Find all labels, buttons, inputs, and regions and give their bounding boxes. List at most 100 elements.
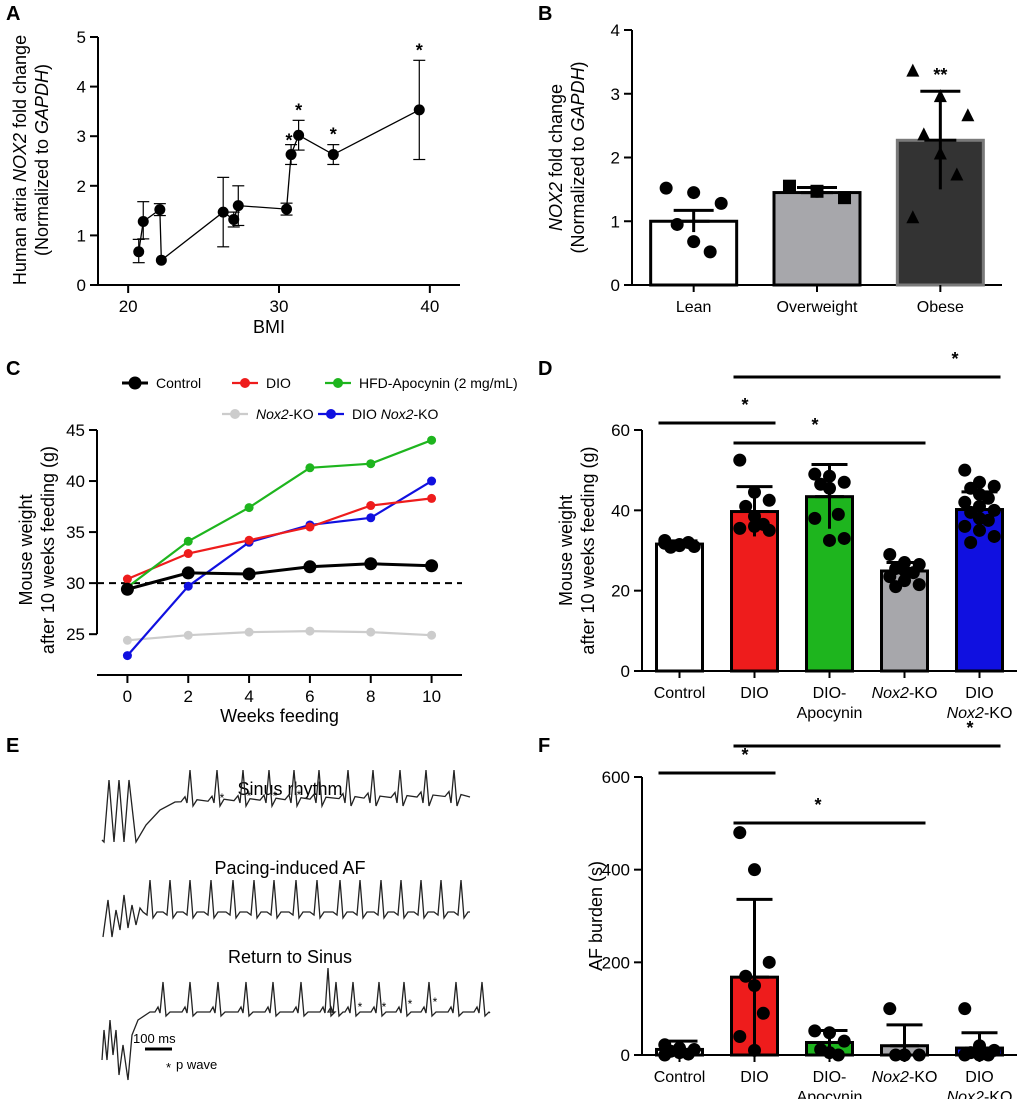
ecg-title-sinus-rhythm: Sinus rhythm	[237, 779, 342, 799]
panel-c-y-tick-label: 30	[66, 574, 85, 593]
panel-c-point-hfd-apocynin-2-mg-ml	[305, 463, 315, 473]
panel-d-y-tick-label: 60	[611, 421, 630, 440]
panel-a-data-point	[228, 214, 240, 226]
panel-c-point-dio	[244, 535, 254, 545]
panel-c-point-hfd-apocynin-2-mg-ml	[183, 536, 193, 546]
panel-d-x-tick-label-dio: DIO	[740, 685, 768, 702]
panel-b-y-axis-label-line-1: NOX2 fold change	[546, 84, 566, 231]
panel-a-x-axis-label: BMI	[253, 317, 285, 337]
panel-d-data-point	[837, 475, 851, 489]
panel-c-x-tick-label: 10	[422, 687, 441, 706]
panel-b-data-point	[906, 63, 920, 77]
panel-f-x-tick-label-dio-nox2-ko-line-1: DIO	[965, 1069, 993, 1086]
panel-letter-d: D	[538, 358, 552, 380]
panel-f-data-point	[981, 1048, 995, 1062]
panel-a-connecting-line	[138, 109, 420, 262]
panel-a-y-axis-label: Human atria NOX2 fold change(Normalized …	[10, 35, 52, 285]
panel-b-data-point	[906, 210, 920, 224]
panel-d-bar-control	[655, 542, 704, 673]
panel-f-x-tick-label-nox2-ko: Nox2-KO	[872, 1069, 938, 1086]
panel-d-data-point	[883, 570, 897, 584]
panel-d-y-tick-label: 40	[611, 501, 630, 520]
panel-d-data-point	[889, 580, 903, 594]
panel-d-data-point	[733, 453, 747, 467]
panel-c-legend-label-dio-nox2-ko: DIO Nox2-KO	[352, 406, 438, 422]
panel-letter-f: F	[538, 735, 550, 757]
panel-d-data-point	[762, 523, 776, 537]
panel-b-y-axis-label: NOX2 fold change (Normalized to GAPDH)	[546, 61, 588, 253]
panel-b-bar-overweight	[772, 191, 862, 287]
ecg-p-wave-star: *	[273, 789, 278, 803]
panel-f-data-point	[658, 1048, 672, 1062]
panel-c-point-control	[242, 567, 256, 581]
ecg-p-wave-star: *	[247, 789, 252, 803]
panel-a-y-axis-label-line-2: (Normalized to GAPDH)	[32, 64, 52, 256]
panel-c-point-dio-nox2-ko	[122, 651, 132, 661]
panel-d-data-point	[823, 533, 836, 547]
panel-d-y-axis-label: Mouse weight after 10 weeks feeding (g)	[556, 446, 598, 654]
panel-letter-a: A	[6, 3, 20, 25]
panel-b-data-point	[838, 191, 852, 205]
panel-f-data-point	[958, 1048, 972, 1062]
panel-c-point-nox2-ko	[183, 630, 193, 640]
panel-f-x-tick-label-dio-apocynin-line-1: DIO-	[813, 1069, 847, 1086]
panel-f-data-point	[748, 863, 761, 877]
panel-f-y-axis-label-line-1: AF burden (s)	[586, 861, 606, 971]
panel-b-y-tick-label: 3	[611, 85, 620, 104]
panel-c-series-line-dio	[126, 497, 432, 581]
panel-d-data-point	[762, 493, 776, 507]
panel-f-significance-star: *	[741, 745, 748, 765]
panel-c-legend-marker-nox2-ko	[230, 409, 240, 419]
panel-a-data-point	[154, 204, 166, 216]
panel-d-y-tick-label: 0	[621, 662, 630, 681]
panel-c-x-axis-label: Weeks feeding	[220, 706, 339, 726]
panel-d-data-point	[808, 511, 822, 525]
panel-c-point-hfd-apocynin-2-mg-ml	[427, 435, 437, 445]
panel-c-x-tick-label: 4	[244, 687, 253, 706]
panel-c-point-dio-nox2-ko	[183, 581, 193, 591]
panel-a-data-point	[413, 104, 425, 116]
panel-c-legend-label-hfd-apocynin-2-mg-ml: HFD-Apocynin (2 mg/mL)	[359, 375, 518, 391]
panel-a-bmi-scatter: 0 1 2 3 4 5 20 30 40 BMI Human atria NOX2 fold cha…	[10, 28, 460, 337]
panel-b-x-tick-label-overweight: Overweight	[777, 299, 858, 316]
ecg-trace-sinus-rhythm	[101, 769, 471, 845]
panel-b-significance-star: **	[933, 65, 947, 85]
panel-c-y-axis-label-line-1: Mouse weight	[16, 494, 36, 605]
panel-e-ecg-traces: Sinus rhythm Pacing-induced AF Return to…	[101, 769, 491, 1081]
panel-c-point-dio	[183, 549, 193, 559]
ecg-p-wave-star: *	[433, 995, 438, 1009]
panel-b-data-point	[917, 127, 931, 141]
panel-f-y-axis-label: AF burden (s)	[586, 861, 606, 971]
panel-d-x-tick-label-control: Control	[654, 685, 706, 702]
panel-b-x-tick-label-obese: Obese	[917, 299, 964, 316]
panel-c-legend-label-dio: DIO	[266, 375, 291, 391]
panel-a-significance-star: *	[416, 40, 423, 60]
panel-letter-e: E	[6, 735, 19, 757]
panel-c-point-nox2-ko	[305, 626, 315, 636]
panel-a-data-point	[293, 129, 305, 141]
panel-c-legend-label-nox2-ko: Nox2-KO	[256, 406, 314, 422]
panel-b-x-tick-label-lean: Lean	[676, 299, 712, 316]
panel-f-x-tick-label-dio: DIO	[740, 1069, 768, 1086]
panel-d-data-point	[981, 513, 995, 527]
panel-b-y-axis-label-line-2: (Normalized to GAPDH)	[568, 61, 588, 253]
panel-d-x-tick-label-dio-nox2-ko-line-2: Nox2-KO	[947, 705, 1013, 722]
panel-f-af-burden-bar-chart: 0 200 400 600 AF burden (s) Control DIO DIO- Apo…	[586, 718, 1017, 1099]
panel-c-point-control	[181, 566, 195, 580]
panel-c-point-dio	[122, 574, 132, 584]
panel-c-legend-marker-control	[128, 376, 142, 390]
ecg-title-return-to-sinus: Return to Sinus	[228, 947, 352, 967]
panel-d-data-point	[964, 535, 978, 549]
panel-c-x-tick-label: 0	[123, 687, 132, 706]
panel-a-data-point	[285, 149, 297, 161]
panel-b-data-point	[703, 245, 717, 259]
panel-c-series-line-hfd-apocynin-2-mg-ml	[126, 439, 432, 589]
panel-a-y-tick-label: 1	[77, 226, 86, 245]
panel-d-data-point	[739, 499, 753, 513]
panel-c-point-dio	[366, 501, 376, 511]
ecg-p-wave-star: *	[297, 788, 302, 802]
ecg-p-wave-legend-star: *	[166, 1060, 171, 1075]
panel-c-legend-marker-dio	[240, 378, 250, 388]
panel-a-y-tick-label: 5	[77, 28, 86, 47]
